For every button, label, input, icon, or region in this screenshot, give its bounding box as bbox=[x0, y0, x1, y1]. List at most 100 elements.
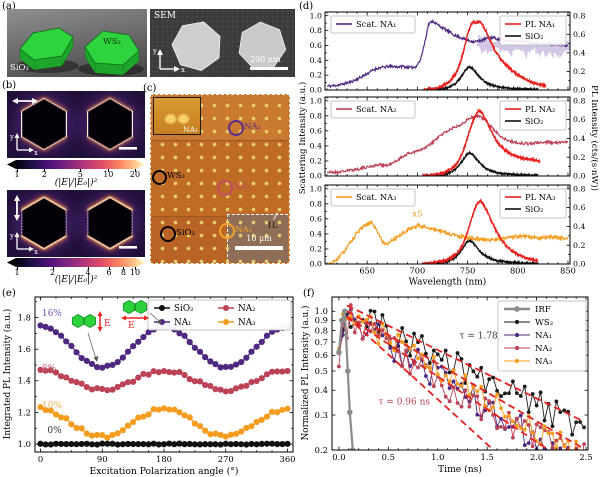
colorbar-tick-mark bbox=[17, 267, 18, 270]
svg-text:0.6: 0.6 bbox=[315, 350, 328, 360]
colorbar-tick-mark bbox=[17, 169, 18, 172]
svg-text:τ = 1.78 ns: τ = 1.78 ns bbox=[460, 331, 512, 341]
colorbar-tick-label: 2 bbox=[49, 268, 56, 277]
svg-text:x: x bbox=[181, 66, 185, 74]
svg-text:0.7: 0.7 bbox=[315, 337, 328, 347]
series-na- bbox=[37, 322, 291, 371]
svg-text:750: 750 bbox=[460, 266, 476, 276]
svg-text:0.9: 0.9 bbox=[315, 315, 328, 325]
panel-b-label: (b) bbox=[2, 80, 17, 91]
svg-text:IRF: IRF bbox=[535, 305, 551, 315]
panel-a-label: (a) bbox=[2, 1, 16, 12]
svg-text:0.4: 0.4 bbox=[573, 134, 585, 143]
svg-text:0.6: 0.6 bbox=[573, 30, 585, 39]
svg-text:2.5: 2.5 bbox=[579, 452, 592, 462]
colorbar-1 bbox=[7, 160, 145, 169]
svg-text:850: 850 bbox=[560, 266, 576, 276]
svg-text:0.2: 0.2 bbox=[573, 241, 585, 250]
svg-text:0.6: 0.6 bbox=[573, 115, 585, 124]
svg-text:NA₁: NA₁ bbox=[174, 318, 192, 328]
svg-text:0.4: 0.4 bbox=[310, 142, 322, 151]
svg-text:0.6: 0.6 bbox=[573, 203, 585, 212]
svg-text:0.0: 0.0 bbox=[310, 86, 322, 95]
svg-text:1.0: 1.0 bbox=[431, 452, 444, 462]
svg-text:NA₂: NA₂ bbox=[535, 344, 552, 354]
svg-text:0: 0 bbox=[38, 454, 43, 464]
svg-text:10%: 10% bbox=[42, 401, 62, 411]
svg-text:Scat. NA₂: Scat. NA₂ bbox=[356, 104, 396, 114]
svg-text:0.0: 0.0 bbox=[573, 260, 585, 269]
svg-text:0.0: 0.0 bbox=[573, 172, 585, 181]
legend-box bbox=[499, 100, 567, 131]
axes-frame bbox=[324, 11, 571, 91]
colorbar-2-label: (|E|/|E₀|)² bbox=[54, 275, 98, 285]
svg-text:360: 360 bbox=[280, 454, 296, 464]
colorbar-tick-label: 4 bbox=[85, 268, 91, 277]
svg-text:Scattering Intensity (a.u.): Scattering Intensity (a.u.) bbox=[297, 82, 308, 194]
svg-text:PL NA₁: PL NA₁ bbox=[525, 19, 555, 29]
series-sio- bbox=[421, 238, 539, 264]
series-na- bbox=[337, 312, 586, 450]
svg-text:0.5: 0.5 bbox=[382, 452, 395, 462]
dimer-hexagon-icon bbox=[83, 313, 97, 329]
field-map-vertical-pol: yx bbox=[7, 190, 145, 257]
svg-text:0.8: 0.8 bbox=[310, 26, 322, 35]
substrate-label: SiO₂ bbox=[10, 63, 29, 73]
svg-text:180: 180 bbox=[156, 454, 172, 464]
svg-text:0.0: 0.0 bbox=[332, 452, 345, 462]
colorbar-tick-label: 2 bbox=[41, 170, 47, 179]
svg-text:x: x bbox=[34, 248, 38, 256]
c-label-na1: NA₁ bbox=[244, 122, 261, 132]
svg-text:E: E bbox=[104, 319, 111, 329]
c-label-na3: NA₃ bbox=[235, 225, 252, 235]
series-pl-na- bbox=[422, 19, 547, 90]
svg-text:1.5: 1.5 bbox=[481, 452, 494, 462]
svg-text:Time (ns): Time (ns) bbox=[438, 464, 482, 475]
svg-text:Scat. NA₃: Scat. NA₃ bbox=[356, 192, 396, 202]
c-scalebar-label: 10 μm bbox=[246, 234, 272, 243]
svg-text:NA₃: NA₃ bbox=[238, 318, 256, 328]
svg-text:0.4: 0.4 bbox=[573, 222, 585, 231]
colorbar-tick-label: 10 bbox=[103, 170, 114, 179]
colorbar-1-label: (|E|/|E₀|)² bbox=[54, 178, 98, 188]
c-scalebar bbox=[235, 246, 283, 250]
svg-text:8%: 8% bbox=[42, 364, 57, 374]
colorbar-tick-mark bbox=[109, 267, 110, 270]
svg-text:Normalized PL Intensity (a.u.): Normalized PL Intensity (a.u.) bbox=[300, 306, 311, 441]
svg-text:Wavelength (nm): Wavelength (nm) bbox=[409, 277, 487, 288]
colorbar-tick-label: 1 bbox=[14, 268, 20, 277]
svg-text:0.6: 0.6 bbox=[310, 41, 322, 50]
svg-text:WS₂: WS₂ bbox=[535, 318, 553, 328]
colorbar-tick-mark bbox=[123, 267, 125, 270]
svg-text:0.6: 0.6 bbox=[310, 214, 322, 223]
svg-text:1.4: 1.4 bbox=[18, 376, 31, 386]
series-pl-na- bbox=[422, 108, 541, 176]
svg-text:0.4: 0.4 bbox=[315, 385, 328, 395]
c-circle-ws2 bbox=[152, 170, 167, 185]
inset-na1-zoom: NA₁ bbox=[153, 97, 201, 135]
svg-text:16%: 16% bbox=[42, 309, 62, 319]
legend-box bbox=[497, 300, 587, 372]
panel-c-label: (c) bbox=[143, 83, 157, 94]
c-label-sio2: SiO₂ bbox=[176, 228, 195, 238]
inset-label: NA₁ bbox=[183, 125, 198, 134]
colorbar-2 bbox=[7, 258, 145, 267]
svg-text:PL NA₃: PL NA₃ bbox=[525, 192, 555, 202]
legend-box bbox=[330, 188, 416, 207]
svg-text:0.2: 0.2 bbox=[315, 445, 328, 455]
series-pl-na- bbox=[421, 197, 539, 264]
series-na- bbox=[37, 403, 291, 441]
svg-text:x: x bbox=[34, 149, 38, 157]
dimer-hexagon-icon bbox=[71, 313, 85, 329]
svg-text:0.5: 0.5 bbox=[315, 366, 328, 376]
colorbar-tick-label: 5 bbox=[77, 170, 83, 179]
series-na- bbox=[37, 366, 291, 395]
svg-text:SiO₂: SiO₂ bbox=[525, 116, 543, 126]
svg-text:1.2: 1.2 bbox=[18, 407, 31, 417]
svg-text:1.0: 1.0 bbox=[18, 439, 31, 449]
c-circle-na3 bbox=[219, 223, 235, 239]
svg-text:650: 650 bbox=[359, 266, 375, 276]
svg-text:PL Intensity (cts/(s·nW)): PL Intensity (cts/(s·nW)) bbox=[589, 85, 600, 191]
series-irf bbox=[336, 308, 356, 450]
panel-f-label: (f) bbox=[303, 288, 315, 299]
